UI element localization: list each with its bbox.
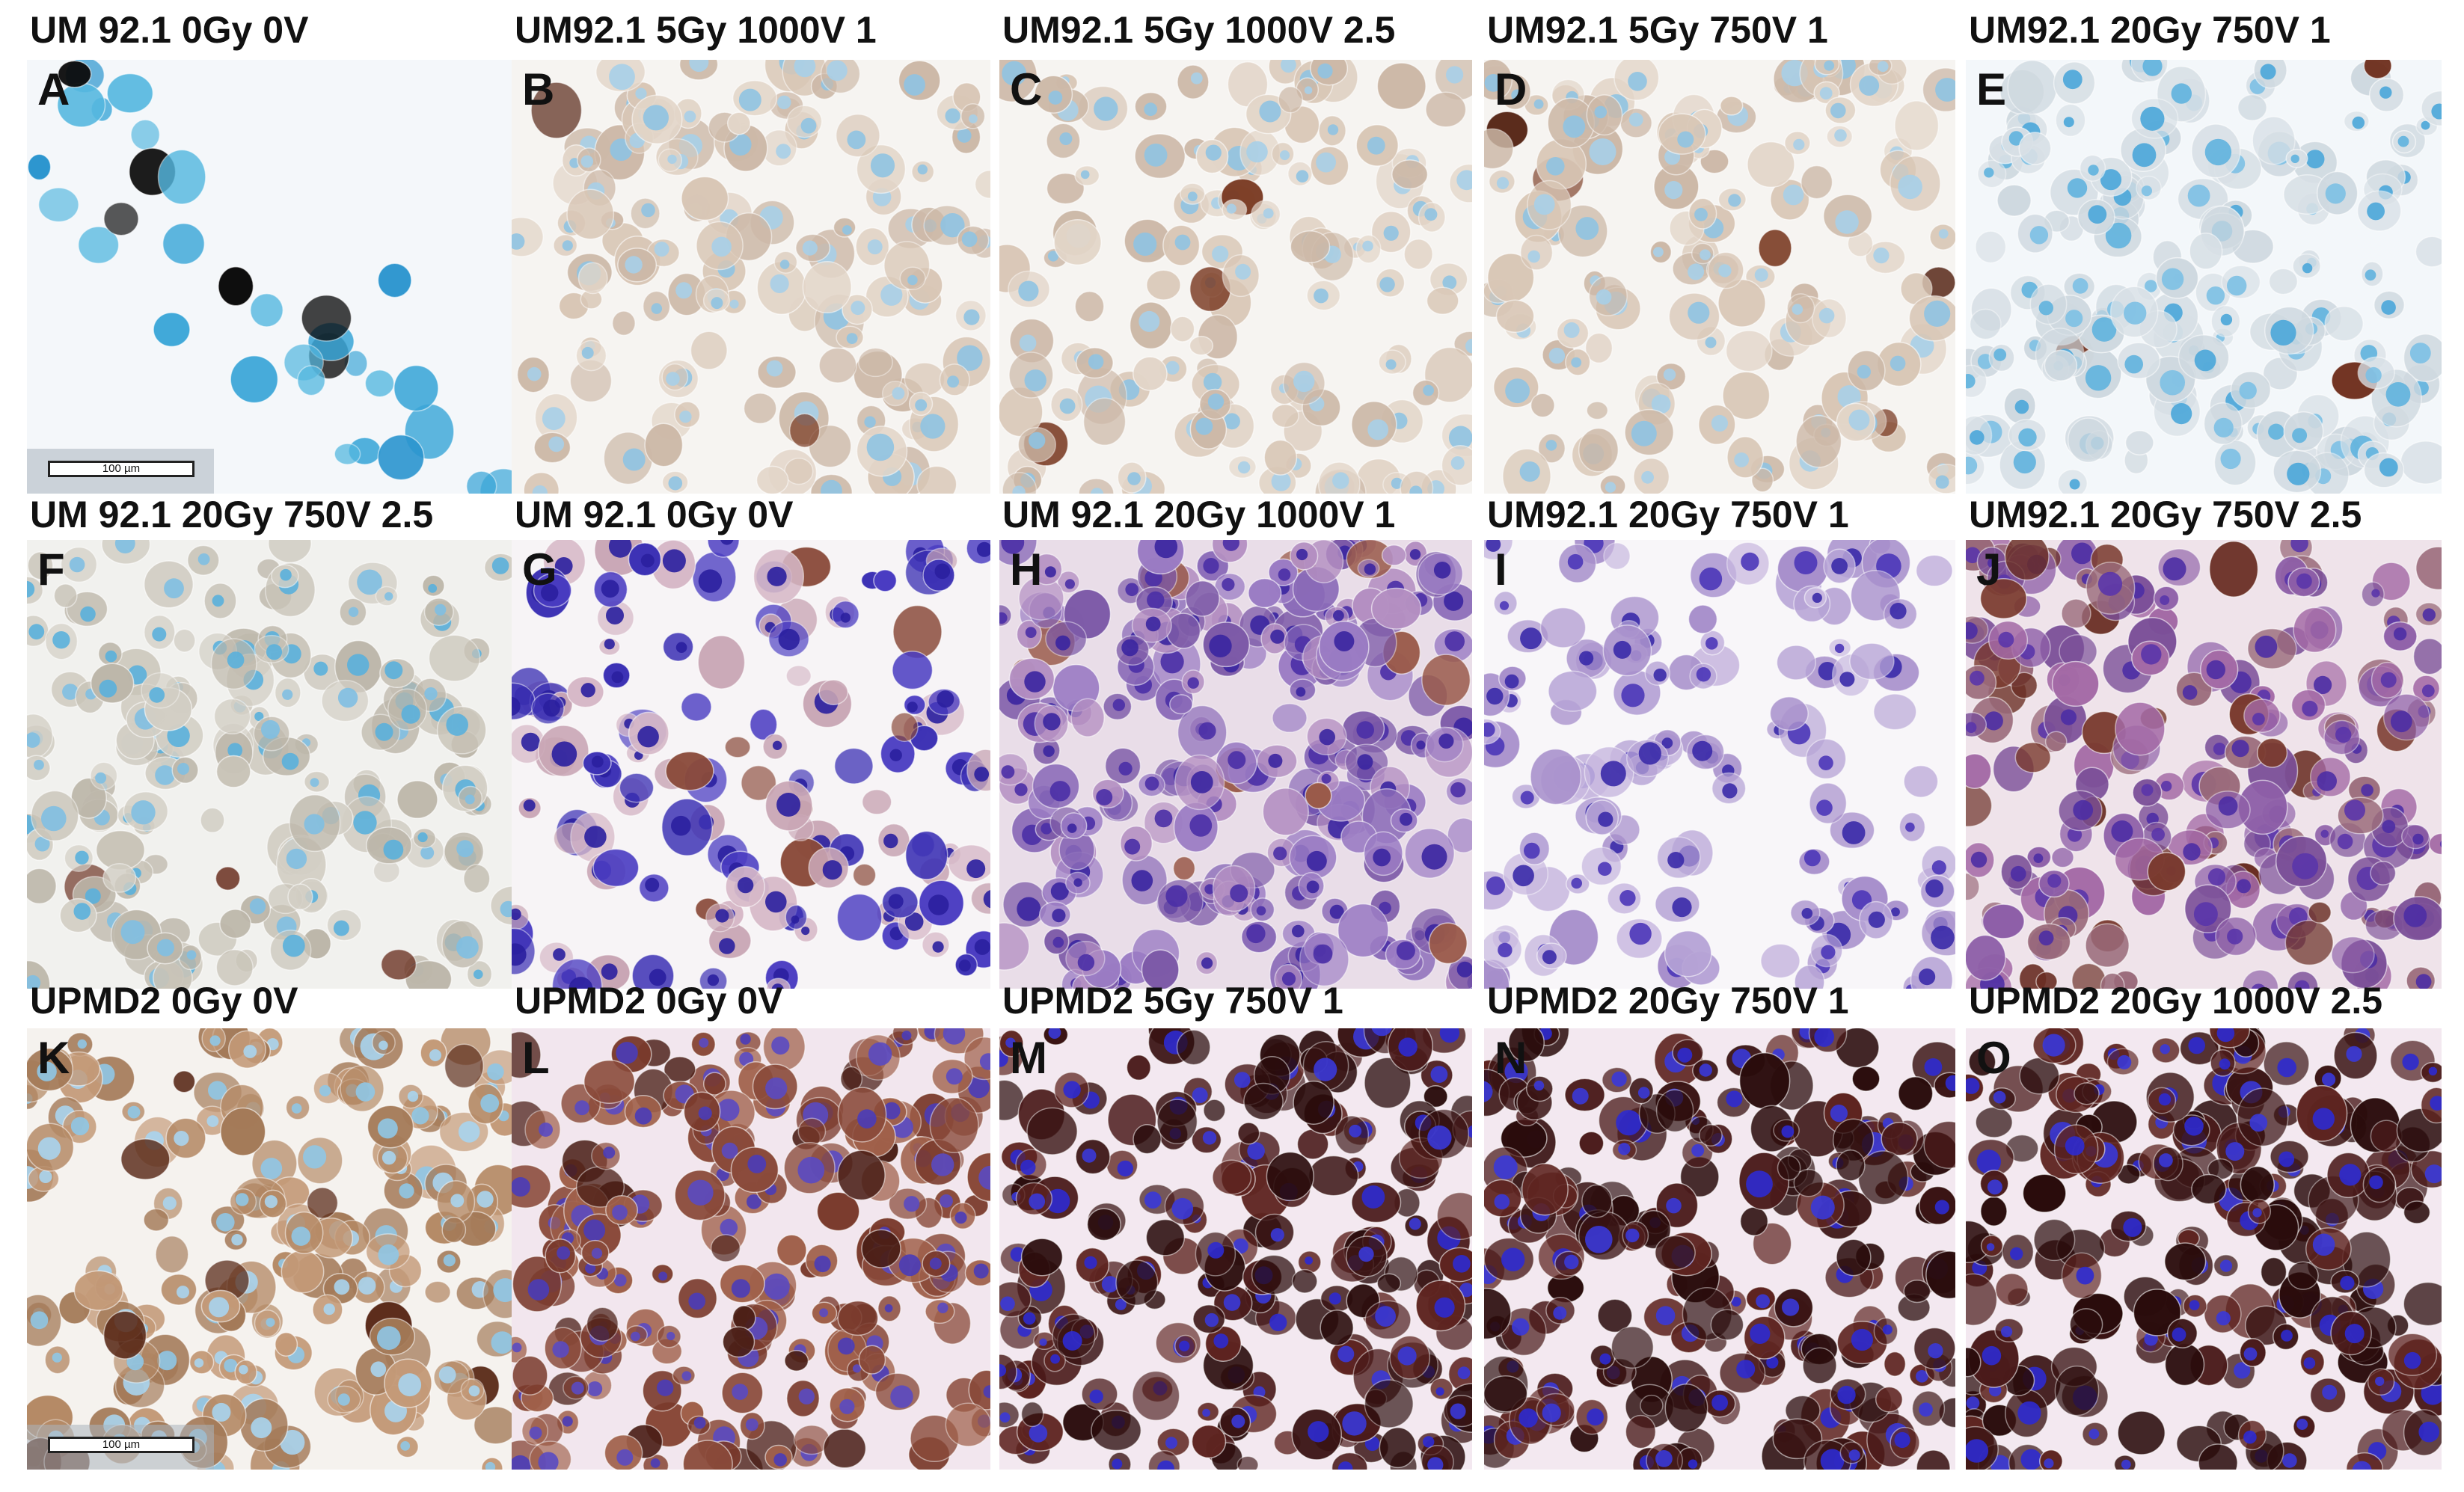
micrograph-drawing <box>27 540 513 989</box>
scale-bar-label: 100 µm <box>102 1438 141 1451</box>
micrograph-c: C <box>999 60 1472 494</box>
panel-title-f: UM 92.1 20Gy 750V 2.5 <box>30 494 434 535</box>
panel-title-n: UPMD2 20Gy 750V 1 <box>1487 980 1849 1022</box>
panel-title-g: UM 92.1 0Gy 0V <box>515 494 794 535</box>
micrograph-h: H <box>999 540 1472 989</box>
micrograph-drawing <box>27 60 513 494</box>
panel-title-i: UM92.1 20Gy 750V 1 <box>1487 494 1849 535</box>
scale-bar: 100 µm <box>27 1425 214 1470</box>
panel-title-c: UM92.1 5Gy 1000V 2.5 <box>1002 9 1396 51</box>
panel-letter-a: A <box>37 64 70 114</box>
scale-bar-label: 100 µm <box>102 462 141 475</box>
micrograph-drawing <box>1484 60 1955 494</box>
panel-title-k: UPMD2 0Gy 0V <box>30 980 298 1022</box>
panel-letter-e: E <box>1976 64 2007 114</box>
micrograph-d: D <box>1484 60 1955 494</box>
micrograph-drawing <box>999 540 1472 989</box>
micrograph-drawing <box>999 1028 1472 1470</box>
panel-letter-i: I <box>1495 544 1507 595</box>
panel-title-o: UPMD2 20Gy 1000V 2.5 <box>1969 980 2383 1022</box>
micrograph-e: E <box>1966 60 2442 494</box>
micrograph-drawing <box>512 60 990 494</box>
panel-title-h: UM 92.1 20Gy 1000V 1 <box>1002 494 1396 535</box>
panel-letter-j: J <box>1976 544 2002 595</box>
micrograph-drawing <box>512 1028 990 1470</box>
micrograph-g: G <box>512 540 990 989</box>
panel-title-j: UM92.1 20Gy 750V 2.5 <box>1969 494 2362 535</box>
scale-bar-line <box>48 461 194 477</box>
panel-letter-g: G <box>522 544 557 595</box>
micrograph-o: O <box>1966 1028 2442 1470</box>
micrograph-drawing <box>512 540 990 989</box>
panel-letter-n: N <box>1495 1033 1527 1083</box>
panel-title-e: UM92.1 20Gy 750V 1 <box>1969 9 2331 51</box>
panel-title-m: UPMD2 5Gy 750V 1 <box>1002 980 1343 1022</box>
panel-letter-d: D <box>1495 64 1527 114</box>
micrograph-drawing <box>27 1028 513 1470</box>
micrograph-drawing <box>1484 540 1955 989</box>
panel-letter-f: F <box>37 544 65 595</box>
micrograph-drawing <box>1484 1028 1955 1470</box>
micrograph-i: I <box>1484 540 1955 989</box>
panel-letter-o: O <box>1976 1033 2011 1083</box>
panel-title-d: UM92.1 5Gy 750V 1 <box>1487 9 1828 51</box>
panel-letter-c: C <box>1010 64 1043 114</box>
micrograph-drawing <box>1966 60 2442 494</box>
micrograph-l: L <box>512 1028 990 1470</box>
panel-title-l: UPMD2 0Gy 0V <box>515 980 783 1022</box>
micrograph-j: J <box>1966 540 2442 989</box>
panel-letter-b: B <box>522 64 555 114</box>
micrograph-n: N <box>1484 1028 1955 1470</box>
panel-letter-h: H <box>1010 544 1043 595</box>
micrograph-f: F <box>27 540 513 989</box>
panel-letter-k: K <box>37 1033 70 1083</box>
scale-bar: 100 µm <box>27 449 214 494</box>
panel-letter-m: M <box>1010 1033 1047 1083</box>
micrograph-a: A 100 µm <box>27 60 513 494</box>
micrograph-k: K 100 µm <box>27 1028 513 1470</box>
panel-title-b: UM92.1 5Gy 1000V 1 <box>515 9 877 51</box>
micrograph-m: M <box>999 1028 1472 1470</box>
micrograph-b: B <box>512 60 990 494</box>
micrograph-drawing <box>999 60 1472 494</box>
panel-letter-l: L <box>522 1033 550 1083</box>
micrograph-drawing <box>1966 540 2442 989</box>
panel-title-a: UM 92.1 0Gy 0V <box>30 9 309 51</box>
micrograph-drawing <box>1966 1028 2442 1470</box>
scale-bar-line <box>48 1437 194 1453</box>
